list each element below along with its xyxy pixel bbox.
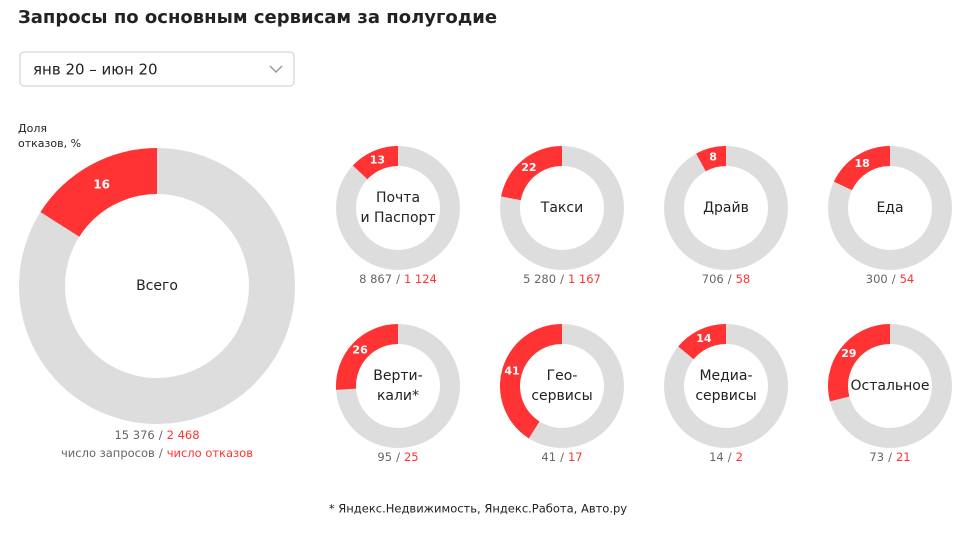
rejections: 1 167	[568, 272, 601, 286]
value-label: отказов, %	[18, 137, 81, 150]
select-box[interactable]	[19, 51, 295, 87]
separator: /	[888, 450, 892, 464]
counts: 706 / 58	[702, 272, 750, 286]
rejections: 58	[736, 272, 751, 286]
value-label: 29	[841, 347, 856, 360]
requests: 73	[869, 450, 884, 464]
donut-label: Гео-	[547, 368, 578, 384]
donut: 26 Верти-кали* 95 / 25	[336, 324, 460, 464]
separator: /	[159, 428, 163, 442]
donut-label: и Паспорт	[360, 210, 435, 226]
counts: 15 376 / 2 468	[114, 428, 199, 442]
separator: /	[892, 272, 896, 286]
separator: /	[560, 450, 564, 464]
value-label: 14	[696, 332, 712, 345]
separator: /	[396, 450, 400, 464]
donut: 8 Драйв 706 / 58	[664, 146, 788, 286]
separator: /	[159, 446, 163, 460]
counts: 8 867 / 1 124	[359, 272, 437, 286]
counts: 73 / 21	[869, 450, 910, 464]
donut-segment	[678, 324, 726, 360]
donut-label: Остальное	[851, 378, 930, 394]
counts: 95 / 25	[377, 450, 418, 464]
requests: 8 867	[359, 272, 392, 286]
donut: 14 Медиа-сервисы 14 / 2	[664, 324, 788, 464]
value-label: 26	[352, 343, 368, 356]
value-label: 22	[521, 161, 536, 174]
rejections: 21	[896, 450, 911, 464]
donut-segment	[40, 148, 158, 237]
value-label: 18	[854, 157, 869, 170]
period-select[interactable]: янв 20 – июн 20	[19, 51, 295, 87]
donut: 13 Почта и Паспорт 8 867 / 1 124	[336, 146, 460, 286]
donut-label: Медиа-	[699, 368, 752, 384]
value-label: 16	[93, 178, 110, 192]
rejections: 17	[568, 450, 583, 464]
donut-segment	[833, 146, 890, 191]
donut: 18 Еда 300 / 54	[828, 146, 952, 286]
separator: /	[396, 272, 400, 286]
donut-label: кали*	[377, 388, 419, 404]
value-label: Доля	[18, 122, 47, 135]
legend-requests: число запросов	[61, 446, 155, 460]
donut: 22 Такси 5 280 / 1 167	[500, 146, 624, 286]
donut-segment	[828, 324, 890, 402]
donut-segment	[696, 146, 726, 172]
requests: 95	[377, 450, 392, 464]
donut: 41 Гео-сервисы 41 / 17	[500, 324, 624, 464]
separator: /	[728, 272, 732, 286]
select-value[interactable]: янв 20 – июн 20	[33, 61, 158, 79]
donut-label: Почта	[376, 190, 420, 206]
legend-rejections: число отказов	[167, 446, 254, 460]
donut-label: Еда	[876, 200, 903, 216]
requests: 15 376	[114, 428, 154, 442]
value-label: 41	[504, 364, 519, 377]
donut-label: сервисы	[531, 388, 592, 404]
donut-segment	[352, 146, 398, 180]
footnote: * Яндекс.Недвижимость, Яндекс.Работа, Ав…	[329, 502, 627, 516]
value-label: 8	[709, 151, 717, 164]
rejections: 2	[736, 450, 743, 464]
chevron[interactable]	[269, 65, 283, 74]
legend: число запросов / число отказов	[61, 446, 253, 460]
rejections: 2 468	[167, 428, 200, 442]
requests: 5 280	[523, 272, 556, 286]
donut-label: сервисы	[695, 388, 756, 404]
donut: 16 Всего 15 376 / 2 468	[19, 148, 295, 442]
donut-label: Всего	[136, 278, 178, 294]
donut-label: Верти-	[373, 368, 422, 384]
rejections: 54	[900, 272, 915, 286]
requests: 706	[702, 272, 724, 286]
donut-segment	[501, 146, 562, 201]
rejections: 1 124	[404, 272, 437, 286]
counts: 300 / 54	[866, 272, 914, 286]
rejections: 25	[404, 450, 419, 464]
separator: /	[728, 450, 732, 464]
requests: 14	[709, 450, 724, 464]
donut: 29 Остальное 73 / 21	[828, 324, 952, 464]
donut-segment	[336, 324, 398, 390]
counts: 14 / 2	[709, 450, 743, 464]
page-title: Запросы по основным сервисам за полугоди…	[18, 7, 497, 28]
donut-label: Такси	[540, 200, 583, 216]
donut-label: Драйв	[703, 200, 749, 216]
donut-segment	[500, 324, 562, 439]
value-label: 13	[370, 153, 385, 166]
counts: 5 280 / 1 167	[523, 272, 601, 286]
counts: 41 / 17	[541, 450, 582, 464]
requests: 300	[866, 272, 888, 286]
separator: /	[560, 272, 564, 286]
requests: 41	[541, 450, 556, 464]
